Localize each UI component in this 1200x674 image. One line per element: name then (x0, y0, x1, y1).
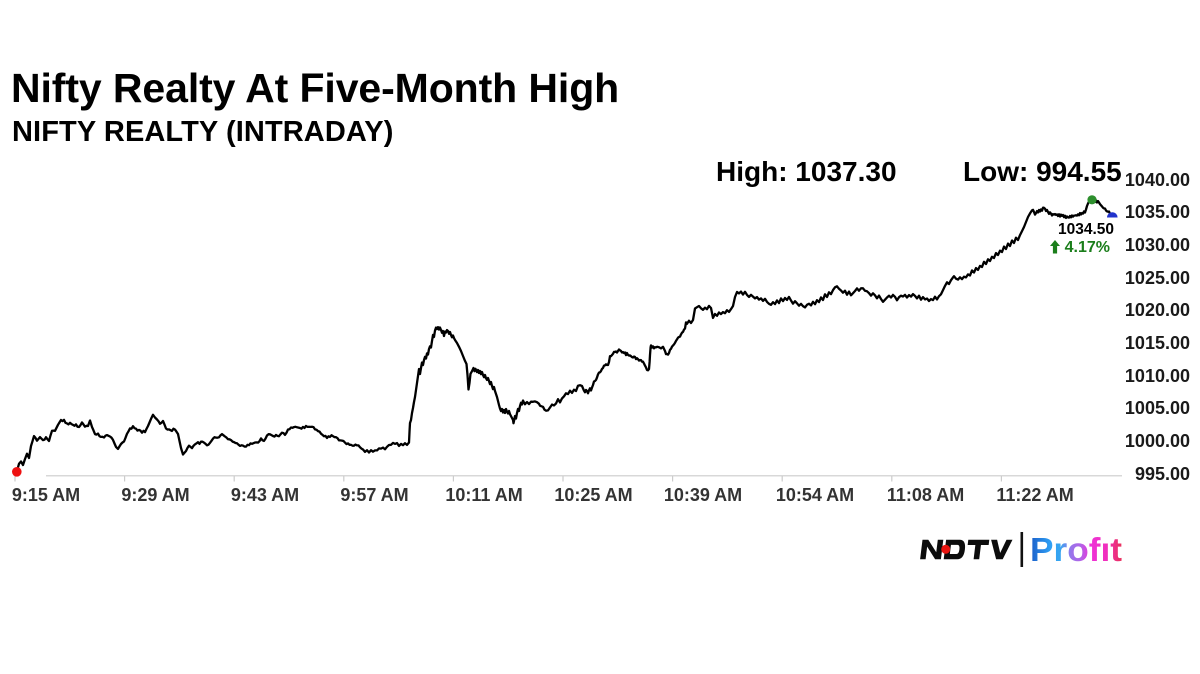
svg-text:Profıt: Profıt (1030, 531, 1122, 568)
